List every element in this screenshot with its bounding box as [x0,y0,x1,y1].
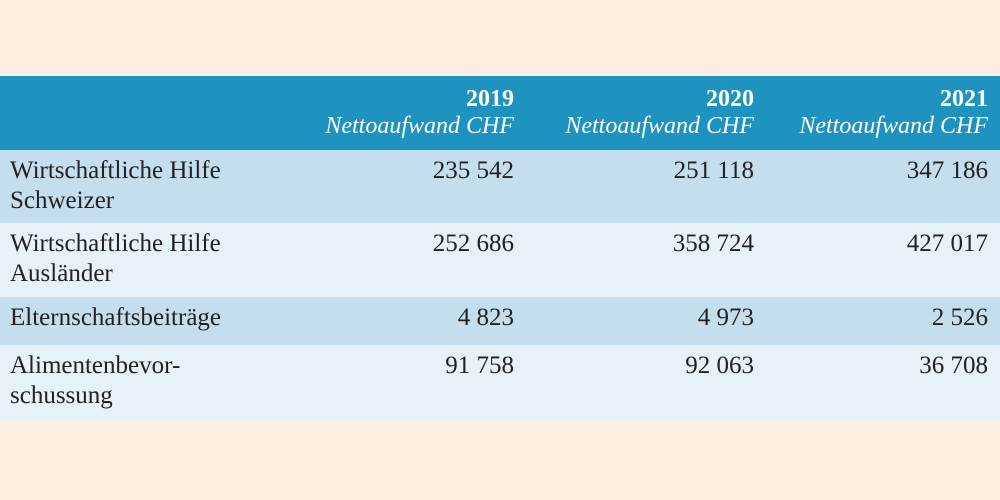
value-cell: 91 758 [445,352,514,379]
table-row: Wirtschaftliche Hilfe Schweizer 235 542 … [0,150,1000,223]
row-label: Wirtschaftliche Hilfe Schweizer [10,157,221,214]
year-label: 2020 [706,86,754,112]
value-cell: 347 186 [906,157,988,184]
value-cell: 252 686 [432,230,514,257]
value-cell: 427 017 [906,230,988,257]
financial-table: 2019 Nettoaufwand CHF 2020 Nettoaufwand … [0,76,1000,421]
value-cell: 358 724 [672,230,754,257]
value-cell: 92 063 [685,352,754,379]
value-cell: 235 542 [432,157,514,184]
year-label: 2021 [940,86,988,112]
year-label: 2019 [466,86,514,112]
value-cell: 4 973 [697,304,754,331]
value-cell: 36 708 [919,352,988,379]
header-col-2019: 2019 Nettoaufwand CHF [280,76,520,150]
header-col-2021: 2021 Nettoaufwand CHF [760,76,1000,150]
row-label: Alimentenbevor- schussung [10,352,181,409]
table-row: Alimentenbevor- schussung 91 758 92 063 … [0,345,1000,421]
value-cell: 2 526 [931,304,988,331]
table-row: Elternschaftsbeiträge 4 823 4 973 2 526 [0,297,1000,345]
row-label: Wirtschaftliche Hilfe Ausländer [10,230,221,287]
unit-label: Nettoaufwand CHF [565,113,754,139]
unit-label: Nettoaufwand CHF [325,113,514,139]
value-cell: 4 823 [457,304,514,331]
table-row: Wirtschaftliche Hilfe Ausländer 252 686 … [0,223,1000,297]
row-label: Elternschaftsbeiträge [10,304,222,331]
header-empty-cell [0,76,280,150]
table-header: 2019 Nettoaufwand CHF 2020 Nettoaufwand … [0,76,1000,150]
header-col-2020: 2020 Nettoaufwand CHF [520,76,760,150]
unit-label: Nettoaufwand CHF [799,113,988,139]
value-cell: 251 118 [673,157,754,184]
